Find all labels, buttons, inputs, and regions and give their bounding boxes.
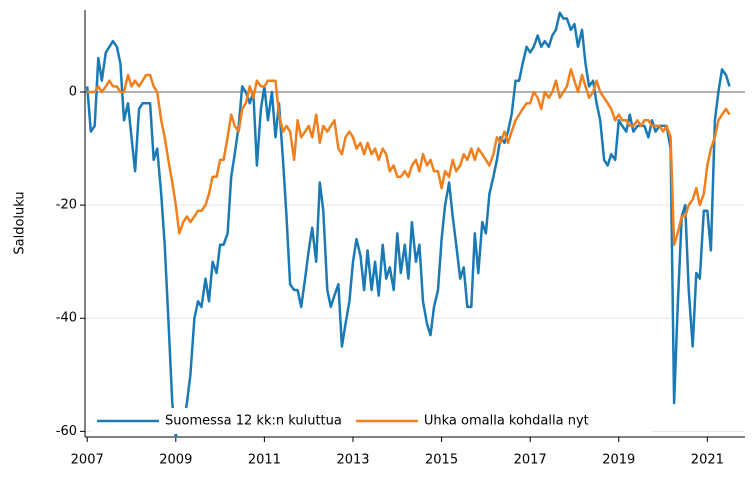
y-tick-label: 0 — [69, 85, 77, 100]
legend: Suomessa 12 kk:n kuluttua Uhka omalla koh… — [91, 408, 651, 434]
x-tick-label: 2013 — [336, 453, 369, 468]
y-tick-label: -20 — [56, 198, 77, 213]
y-tick-label: -60 — [56, 424, 77, 439]
legend-label: Suomessa 12 kk:n kuluttua — [165, 414, 342, 429]
x-tick-label: 2011 — [248, 453, 281, 468]
y-tick-label: -40 — [56, 311, 77, 326]
legend-label: Uhka omalla kohdalla nyt — [424, 414, 589, 429]
x-tick-label: 2021 — [691, 453, 724, 468]
y-axis-label: Saldoluku — [13, 191, 28, 254]
series-line — [85, 11, 731, 439]
x-tick-label: 2019 — [602, 453, 635, 468]
series-line — [87, 68, 731, 246]
x-tick-label: 2007 — [71, 453, 104, 468]
x-tick-label: 2009 — [159, 453, 192, 468]
x-tick-label: 2017 — [514, 453, 547, 468]
x-tick-label: 2015 — [425, 453, 458, 468]
